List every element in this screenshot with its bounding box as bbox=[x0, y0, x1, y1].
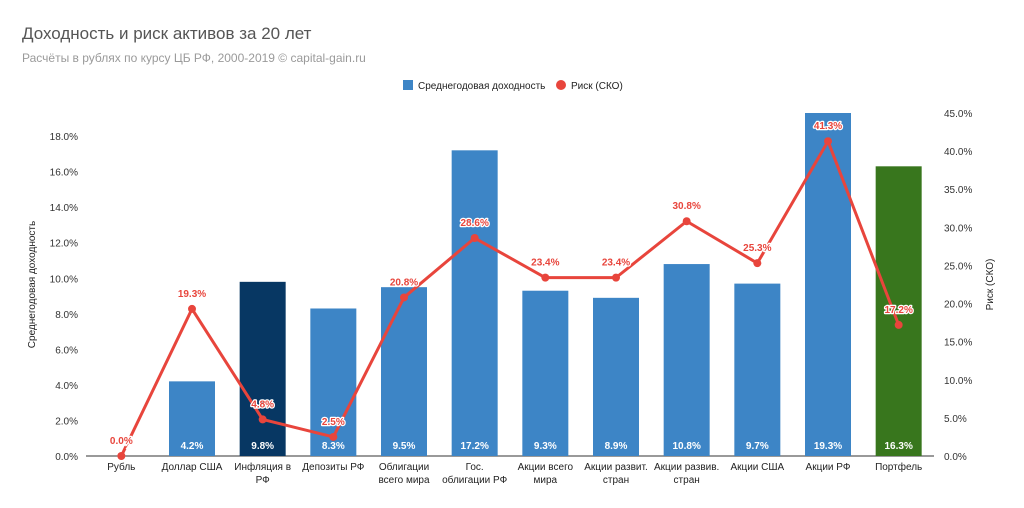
x-tick-label: стран bbox=[603, 475, 629, 486]
y-tick-label: 2.0% bbox=[55, 416, 78, 427]
bar[interactable] bbox=[522, 290, 569, 456]
y2-tick-label: 30.0% bbox=[944, 223, 972, 234]
risk-point[interactable] bbox=[894, 320, 903, 329]
risk-data-label: 41.3% bbox=[814, 121, 842, 132]
y-tick-label: 18.0% bbox=[50, 132, 78, 143]
x-tick-label: Гос. bbox=[466, 462, 484, 473]
x-tick-label: Инфляция в bbox=[234, 461, 291, 473]
bar[interactable] bbox=[310, 308, 357, 456]
x-tick-label: Депозиты РФ bbox=[302, 462, 364, 473]
x-tick-label: Рубль bbox=[107, 461, 135, 473]
bar[interactable] bbox=[169, 381, 215, 456]
y-tick-label: 0.0% bbox=[55, 452, 78, 463]
x-tick-label: РФ bbox=[256, 475, 271, 486]
bar[interactable] bbox=[663, 264, 710, 456]
x-tick-label: стран bbox=[674, 475, 700, 486]
risk-point[interactable] bbox=[329, 432, 338, 441]
risk-point[interactable] bbox=[470, 234, 479, 243]
y-tick-label: 12.0% bbox=[50, 239, 78, 250]
bar-data-label: 17.2% bbox=[460, 441, 488, 452]
risk-point[interactable] bbox=[258, 415, 267, 424]
bar[interactable] bbox=[805, 113, 851, 456]
x-tick-label: облигации РФ bbox=[442, 474, 507, 486]
x-tick-label: мира bbox=[534, 475, 558, 486]
bar-data-label: 8.3% bbox=[322, 441, 345, 452]
y2-axis-label: Риск (СКО) bbox=[985, 259, 996, 311]
y2-tick-label: 25.0% bbox=[944, 261, 972, 272]
bar-data-label: 9.5% bbox=[393, 441, 416, 452]
x-tick-label: Акции РФ bbox=[806, 462, 851, 473]
legend-swatch-line bbox=[556, 80, 566, 90]
bar-data-label: 8.9% bbox=[605, 441, 628, 452]
risk-point[interactable] bbox=[400, 293, 408, 302]
x-tick-label: Доллар США bbox=[162, 462, 223, 473]
bar-data-label: 9.7% bbox=[746, 441, 769, 452]
bar-data-label: 4.2% bbox=[181, 441, 204, 452]
x-tick-label: Облигации bbox=[379, 461, 429, 473]
bar-data-label: 10.8% bbox=[672, 441, 700, 452]
y-tick-label: 14.0% bbox=[50, 203, 78, 214]
y2-tick-label: 45.0% bbox=[944, 109, 972, 120]
risk-data-label: 25.3% bbox=[743, 243, 771, 254]
legend-swatch-bar bbox=[403, 80, 413, 90]
risk-data-label: 2.5% bbox=[322, 417, 345, 428]
y2-tick-label: 20.0% bbox=[944, 300, 972, 311]
y2-tick-label: 40.0% bbox=[944, 147, 972, 158]
bar[interactable] bbox=[451, 150, 498, 457]
y2-tick-label: 35.0% bbox=[944, 185, 972, 196]
risk-data-label: 30.8% bbox=[672, 201, 700, 212]
risk-data-label: 23.4% bbox=[531, 258, 559, 269]
chart-title: Доходность и риск активов за 20 лет bbox=[22, 24, 312, 43]
y2-tick-label: 10.0% bbox=[944, 376, 972, 387]
risk-data-label: 4.8% bbox=[251, 399, 274, 410]
y2-tick-label: 5.0% bbox=[944, 414, 967, 425]
y-tick-label: 4.0% bbox=[55, 381, 78, 392]
risk-point[interactable] bbox=[541, 273, 550, 282]
risk-point[interactable] bbox=[753, 259, 762, 268]
risk-data-label: 0.0% bbox=[110, 436, 133, 447]
x-tick-label: Акции всего bbox=[518, 462, 574, 473]
risk-data-label: 17.2% bbox=[884, 305, 912, 316]
risk-point[interactable] bbox=[824, 137, 832, 146]
y-tick-label: 16.0% bbox=[50, 168, 78, 179]
bar[interactable] bbox=[875, 166, 922, 457]
risk-point[interactable] bbox=[682, 217, 691, 226]
y2-tick-label: 15.0% bbox=[944, 338, 972, 349]
risk-point[interactable] bbox=[612, 273, 620, 282]
bar[interactable] bbox=[381, 287, 427, 456]
bar[interactable] bbox=[734, 283, 781, 456]
risk-data-label: 19.3% bbox=[178, 289, 206, 300]
risk-point[interactable] bbox=[188, 304, 196, 313]
risk-point[interactable] bbox=[117, 452, 126, 460]
x-tick-label: всего мира bbox=[378, 475, 430, 486]
y-tick-label: 10.0% bbox=[50, 274, 78, 285]
risk-data-label: 28.6% bbox=[460, 218, 488, 229]
risk-line bbox=[119, 139, 901, 457]
legend-label-line: Риск (СКО) bbox=[571, 81, 623, 92]
risk-data-label: 20.8% bbox=[390, 277, 418, 288]
y-axis-label: Среднегодовая доходность bbox=[27, 221, 38, 348]
y2-tick-label: 0.0% bbox=[944, 452, 967, 463]
bar[interactable] bbox=[593, 297, 639, 456]
x-tick-label: Акции развив. bbox=[654, 462, 719, 473]
y-tick-label: 8.0% bbox=[55, 310, 78, 321]
chart-subtitle: Расчёты в рублях по курсу ЦБ РФ, 2000-20… bbox=[22, 51, 366, 65]
x-tick-label: Портфель bbox=[875, 461, 922, 473]
x-tick-label: Акции развит. bbox=[584, 462, 647, 473]
bar-data-label: 9.3% bbox=[534, 441, 557, 452]
x-tick-label: Акции США bbox=[730, 462, 784, 473]
bar[interactable] bbox=[239, 281, 286, 456]
bar-data-label: 9.8% bbox=[251, 441, 274, 452]
y-tick-label: 6.0% bbox=[55, 345, 78, 356]
bar-data-label: 0.0% bbox=[110, 441, 133, 452]
bar-data-label: 16.3% bbox=[884, 441, 912, 452]
risk-data-label: 23.4% bbox=[602, 258, 630, 269]
bar-data-label: 19.3% bbox=[814, 441, 842, 452]
legend-label-bar: Среднегодовая доходность bbox=[418, 81, 545, 92]
